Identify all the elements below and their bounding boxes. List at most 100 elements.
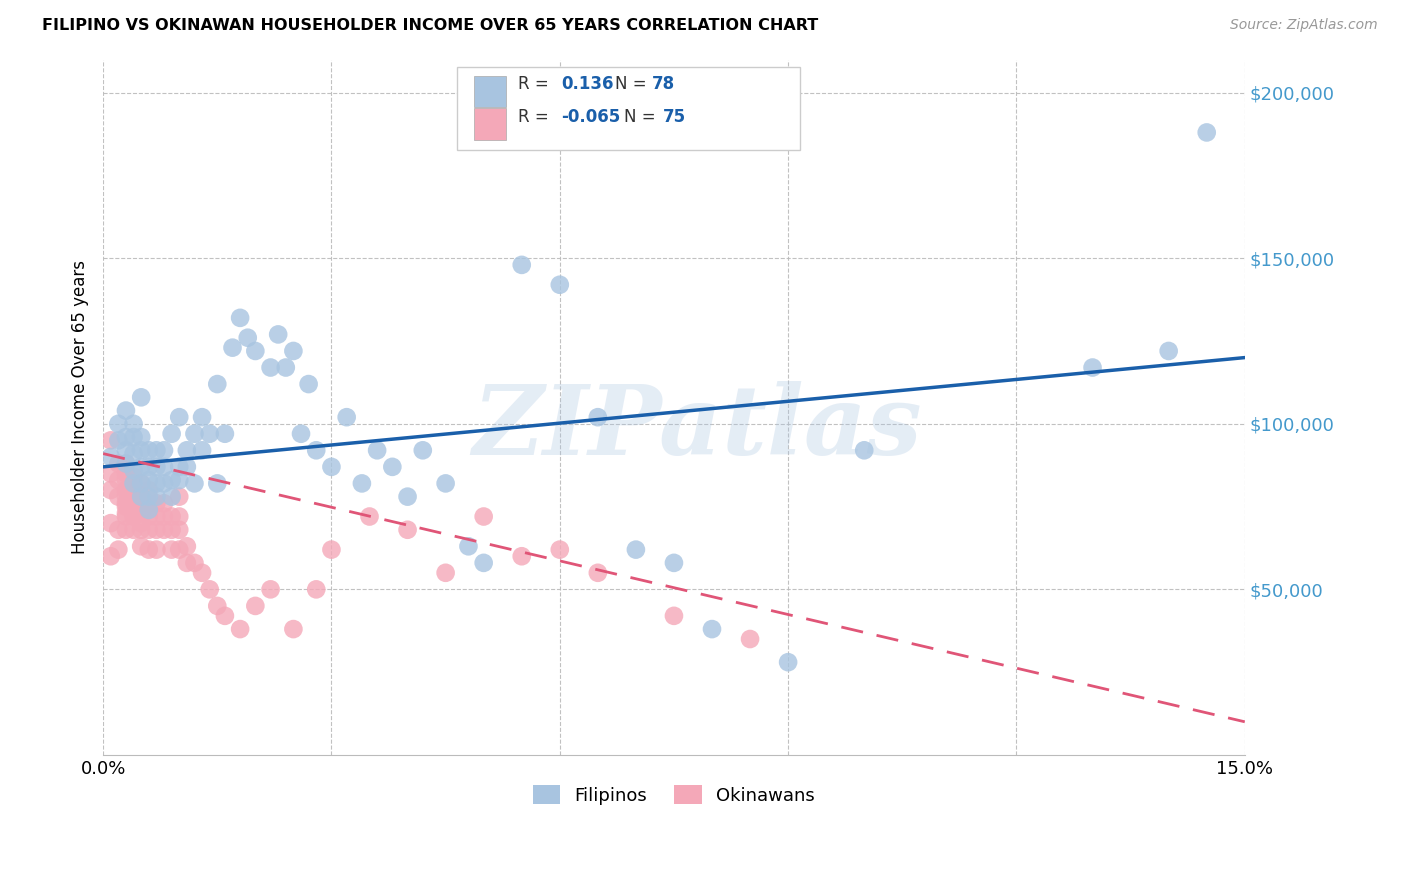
Point xyxy=(160,523,183,537)
Point xyxy=(129,476,152,491)
Point xyxy=(145,542,167,557)
Point xyxy=(176,443,198,458)
Point xyxy=(160,542,183,557)
Point xyxy=(153,476,176,491)
Point xyxy=(129,390,152,404)
Point xyxy=(122,447,145,461)
Point xyxy=(305,443,328,458)
Point xyxy=(290,426,312,441)
Point xyxy=(145,490,167,504)
Point xyxy=(107,542,129,557)
Point xyxy=(138,473,160,487)
Point xyxy=(548,277,571,292)
Point xyxy=(129,459,152,474)
Bar xyxy=(474,108,506,139)
Point xyxy=(129,539,152,553)
Point xyxy=(229,310,252,325)
Text: R =: R = xyxy=(517,75,548,93)
Point xyxy=(145,476,167,491)
Point xyxy=(321,542,343,557)
Point xyxy=(191,443,214,458)
Point xyxy=(122,509,145,524)
Point xyxy=(321,459,343,474)
Point xyxy=(138,443,160,458)
Point xyxy=(167,509,190,524)
Point xyxy=(214,608,236,623)
Point xyxy=(259,582,281,597)
Point xyxy=(107,457,129,471)
Point xyxy=(138,496,160,510)
Text: 75: 75 xyxy=(662,108,686,127)
Point xyxy=(336,410,359,425)
Point xyxy=(129,443,152,458)
Point xyxy=(115,403,138,417)
Point xyxy=(129,523,152,537)
Bar xyxy=(474,76,506,107)
Point xyxy=(122,523,145,537)
Point xyxy=(138,503,160,517)
Point xyxy=(100,516,122,530)
Point xyxy=(115,473,138,487)
Point xyxy=(115,496,138,510)
Y-axis label: Householder Income Over 65 years: Householder Income Over 65 years xyxy=(72,260,89,554)
Point xyxy=(207,476,229,491)
Point xyxy=(115,457,138,471)
Point xyxy=(100,450,122,464)
Point xyxy=(115,467,138,481)
Point xyxy=(176,539,198,553)
Point xyxy=(366,443,388,458)
Point xyxy=(129,506,152,520)
Point xyxy=(115,500,138,514)
Point xyxy=(207,377,229,392)
Point xyxy=(298,377,321,392)
Point xyxy=(457,539,479,553)
Point xyxy=(153,443,176,458)
Text: ZIPatlas: ZIPatlas xyxy=(472,381,921,475)
Point xyxy=(167,459,190,474)
Point xyxy=(381,459,404,474)
Point xyxy=(100,434,122,448)
Point xyxy=(283,343,305,358)
Point xyxy=(167,410,190,425)
Point xyxy=(129,516,152,530)
Point xyxy=(115,523,138,537)
Point xyxy=(115,443,138,458)
Text: 0.136: 0.136 xyxy=(561,75,613,93)
Text: R =: R = xyxy=(517,108,548,127)
Point xyxy=(434,566,457,580)
Point xyxy=(359,509,381,524)
Point xyxy=(396,523,419,537)
Point xyxy=(176,459,198,474)
Point xyxy=(283,622,305,636)
Point xyxy=(510,258,533,272)
Point xyxy=(176,556,198,570)
Point xyxy=(115,490,138,504)
Legend: Filipinos, Okinawans: Filipinos, Okinawans xyxy=(522,774,825,815)
Point xyxy=(153,459,176,474)
Point xyxy=(662,608,685,623)
Text: 78: 78 xyxy=(652,75,675,93)
Text: N =: N = xyxy=(614,75,647,93)
Point xyxy=(115,506,138,520)
Point xyxy=(153,523,176,537)
Text: FILIPINO VS OKINAWAN HOUSEHOLDER INCOME OVER 65 YEARS CORRELATION CHART: FILIPINO VS OKINAWAN HOUSEHOLDER INCOME … xyxy=(42,18,818,33)
Point xyxy=(191,566,214,580)
Point xyxy=(1157,343,1180,358)
Point xyxy=(1081,360,1104,375)
Point xyxy=(145,459,167,474)
Point xyxy=(853,443,876,458)
Point xyxy=(510,549,533,564)
Point xyxy=(586,566,609,580)
Point xyxy=(198,582,221,597)
Point xyxy=(107,490,129,504)
Point xyxy=(548,542,571,557)
Point xyxy=(167,490,190,504)
Point xyxy=(472,556,495,570)
Point xyxy=(434,476,457,491)
Point xyxy=(350,476,373,491)
Point xyxy=(122,417,145,431)
Point xyxy=(412,443,434,458)
Point xyxy=(115,483,138,497)
Point xyxy=(153,496,176,510)
Point xyxy=(229,622,252,636)
